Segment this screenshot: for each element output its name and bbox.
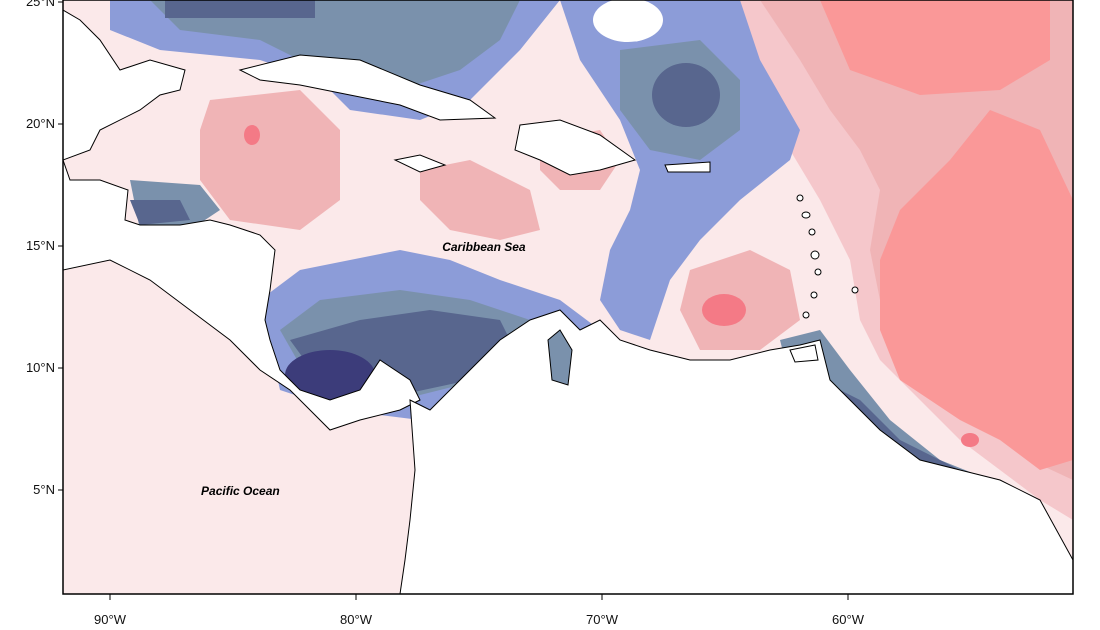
lat-tick-label: 15°N [26,238,55,253]
place-label: Pacific Ocean [201,484,280,498]
white-spot-north [593,0,663,42]
north-strong-negative [165,0,315,18]
yucatan-land [63,0,186,161]
central-america-land [63,159,421,431]
lon-tick-label: 80°W [340,612,373,627]
lon-tick-label: 60°W [832,612,865,627]
south-strong-negative [285,350,375,400]
western-caribbean-positive [200,90,340,230]
lat-tick-label: 25°N [26,0,55,9]
lat-tick-label: 5°N [33,482,55,497]
place-label: Caribbean Sea [442,240,526,254]
land-masses [63,0,1073,594]
atlantic-pos-spot [961,433,979,447]
puerto-rico-land [664,161,711,173]
cuba-land [238,54,497,121]
north-negative-core [150,0,520,90]
hispaniola-land [514,119,637,176]
map-frame [62,0,1074,595]
lat-tick-label: 10°N [26,360,55,375]
central-strong-negative [652,63,720,127]
longitude-ticks: 90°W 80°W 70°W 60°W [94,594,865,627]
atlantic-strong-positive-b [880,110,1073,470]
central-caribbean-positive [420,160,540,240]
lon-tick-label: 70°W [586,612,619,627]
honduras-negative-core [130,200,190,225]
maracaibo-lake [547,329,573,386]
jamaica-land [393,154,447,173]
lesser-antilles [796,194,859,319]
trinidad-land [789,344,819,363]
lat-tick-label: 20°N [26,116,55,131]
lon-tick-label: 90°W [94,612,127,627]
east-caribbean-spot [702,294,746,326]
latitude-ticks: 25°N 20°N 15°N 10°N 5°N [26,0,63,497]
western-caribbean-spot [244,125,260,145]
atlantic-strong-positive-a [820,0,1050,95]
